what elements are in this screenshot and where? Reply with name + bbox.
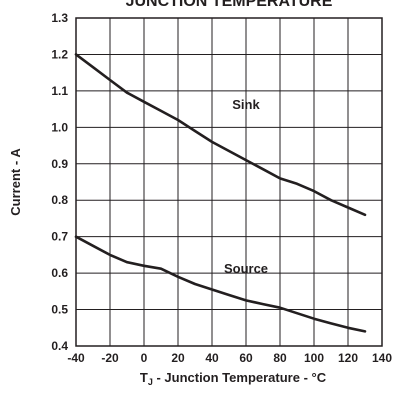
- y-tick-label: 1.0: [51, 120, 68, 134]
- x-tick-label: 100: [304, 351, 324, 365]
- chart-title: JUNCTION TEMPERATURE: [126, 0, 333, 10]
- series-group: [74, 53, 367, 333]
- series-label-source: Source: [224, 261, 268, 276]
- y-tick-label: 0.4: [51, 339, 68, 353]
- grid-lines: [76, 18, 382, 346]
- y-tick-label: 0.9: [51, 157, 68, 171]
- y-tick-label: 1.3: [51, 11, 68, 25]
- x-tick-label: 60: [239, 351, 253, 365]
- y-tick-label: 0.8: [51, 193, 68, 207]
- plot-frame: [75, 17, 383, 347]
- x-axis-title: TJ - Junction Temperature - °C: [140, 370, 327, 387]
- y-tick-label: 0.5: [51, 303, 68, 317]
- x-axis-title-suffix: - Junction Temperature - °C: [153, 370, 327, 385]
- x-tick-label: 40: [205, 351, 219, 365]
- y-tick-labels: 0.4 0.5 0.6 0.7 0.8 0.9 1.0 1.1 1.2 1.3: [51, 11, 68, 353]
- x-tick-label: 140: [372, 351, 392, 365]
- x-tick-label: 120: [338, 351, 358, 365]
- x-axis-title-subscript: J: [148, 377, 153, 387]
- y-tick-label: 0.7: [51, 230, 68, 244]
- y-tick-label: 0.6: [51, 266, 68, 280]
- x-axis-title-prefix: T: [140, 370, 148, 385]
- y-axis-title: Current - A: [8, 148, 23, 216]
- x-tick-labels: -40 -20 0 20 40 60 80 100 120 140: [67, 351, 392, 365]
- x-tick-label: -40: [67, 351, 85, 365]
- x-tick-label: -20: [101, 351, 119, 365]
- x-tick-label: 20: [171, 351, 185, 365]
- series-line-sink: [74, 53, 367, 217]
- x-tick-label: 80: [273, 351, 287, 365]
- series-label-sink: Sink: [232, 97, 260, 112]
- series-line-source: [74, 235, 367, 333]
- y-tick-label: 1.2: [51, 47, 68, 61]
- y-tick-label: 1.1: [51, 84, 68, 98]
- x-tick-label: 0: [141, 351, 148, 365]
